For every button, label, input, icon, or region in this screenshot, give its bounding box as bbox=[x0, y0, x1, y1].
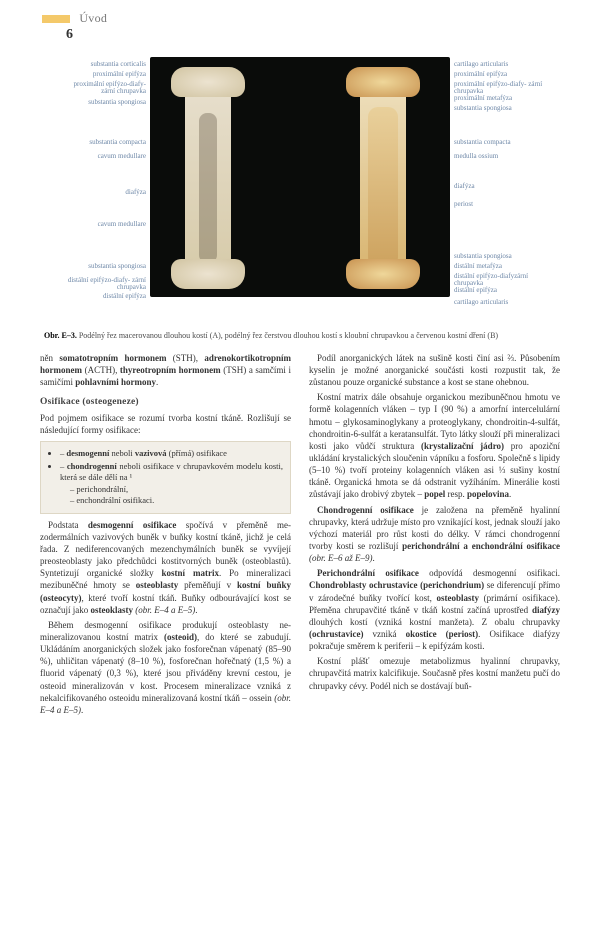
body-columns: něn somatotropním hormonem (STH), adreno… bbox=[0, 352, 600, 716]
lead-right: periost bbox=[454, 201, 544, 208]
lead-left: substantia spongiosa bbox=[60, 99, 146, 106]
definition-box: – desmogenní neboli vazivová (přímá) osi… bbox=[40, 441, 291, 513]
header-accent bbox=[42, 15, 70, 23]
page: Úvod 6 A B substantia corticalis proximál… bbox=[0, 0, 600, 948]
page-number: 6 bbox=[42, 26, 600, 45]
lead-left: distální epifýzo-diafy- zární chrupavka bbox=[60, 277, 146, 292]
lead-left: proximální epifýza bbox=[60, 71, 146, 78]
box-item: – chondrogenní neboli osifikace v chrupa… bbox=[60, 461, 283, 507]
lead-right: distální metafýza bbox=[454, 263, 544, 270]
lead-right: proximální epifýza bbox=[454, 71, 544, 78]
figure-caption: Obr. E–3. Podélný řez macerovanou dlouho… bbox=[0, 331, 600, 342]
para: Podstata desmogenní osifikace spočívá v … bbox=[40, 519, 291, 616]
lead-right: substantia compacta bbox=[454, 139, 544, 146]
plate-label-a: A bbox=[210, 304, 217, 318]
running-head: Úvod 6 bbox=[0, 0, 600, 47]
lead-left: distální epifýza bbox=[60, 293, 146, 300]
caption-text: Podélný řez macerovanou dlouhou kostí (A… bbox=[77, 331, 498, 340]
para: Kostní plášť omezuje metabolizmus hyalin… bbox=[309, 655, 560, 691]
lead-right: proximální metafýza bbox=[454, 95, 544, 102]
lead-left: proximální epifýzo-diafy- zární chrupavk… bbox=[60, 81, 146, 96]
lead-left: cavum medullare bbox=[60, 221, 146, 228]
para: Podíl anorganických látek na sušině kost… bbox=[309, 352, 560, 388]
para: Perichondrální osifikace odpovídá desmog… bbox=[309, 567, 560, 652]
lead-left: substantia corticalis bbox=[60, 61, 146, 68]
figure-e3: A B substantia corticalis proximální epif… bbox=[60, 53, 540, 323]
caption-ref: Obr. E–3. bbox=[44, 331, 77, 340]
lead-right: distální epifýza bbox=[454, 287, 544, 294]
heading-osifikace: Osifikace (osteogeneze) bbox=[40, 396, 291, 409]
lead-left: cavum medullare bbox=[60, 153, 146, 160]
lead-right: substantia spongiosa bbox=[454, 253, 544, 260]
lead-left: substantia compacta bbox=[60, 139, 146, 146]
bone-b bbox=[360, 73, 406, 283]
para: Kostní matrix dále obsahuje organickou m… bbox=[309, 391, 560, 500]
lead-right: cartilago articularis bbox=[454, 61, 544, 68]
lead-right: diafýza bbox=[454, 183, 544, 190]
bone-a bbox=[185, 73, 231, 283]
para: Pod pojmem osifikace se rozumí tvorba ko… bbox=[40, 412, 291, 436]
lead-right: cartilago articularis bbox=[454, 299, 544, 306]
plate-label-b: B bbox=[383, 304, 390, 318]
section-title: Úvod bbox=[79, 11, 107, 25]
lead-left: substantia spongiosa bbox=[60, 263, 146, 270]
box-item: – desmogenní neboli vazivová (přímá) osi… bbox=[60, 448, 283, 459]
lead-left: diafýza bbox=[60, 189, 146, 196]
para: Během desmogenní osifikace produkují ost… bbox=[40, 619, 291, 716]
para: Chondrogenní osifikace je založena na př… bbox=[309, 504, 560, 565]
lead-right: substantia spongiosa bbox=[454, 105, 544, 112]
para: něn somatotropním hormonem (STH), adreno… bbox=[40, 352, 291, 388]
lead-right: medulla ossium bbox=[454, 153, 544, 160]
